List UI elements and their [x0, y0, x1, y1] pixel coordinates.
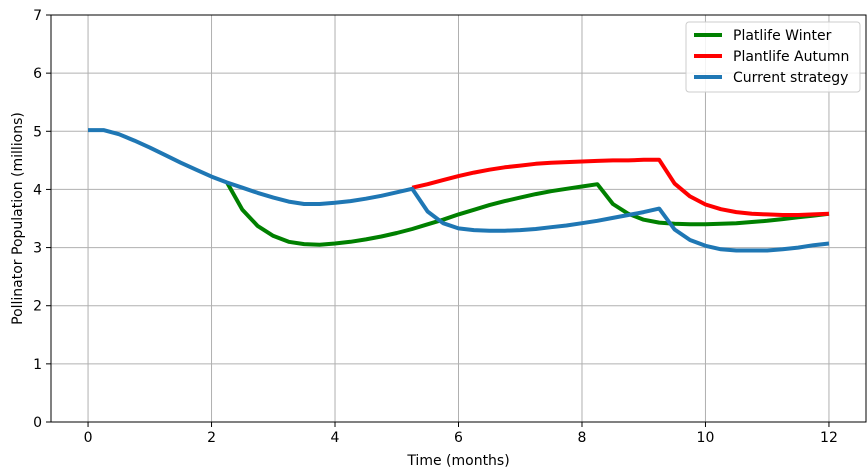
x-tick-label: 2	[207, 430, 216, 446]
y-tick-label: 4	[33, 182, 42, 198]
series-group	[88, 128, 830, 253]
x-tick-label: 0	[84, 430, 93, 446]
y-tick-label: 1	[33, 357, 42, 373]
y-tick-label: 5	[33, 124, 42, 140]
legend-box	[685, 21, 861, 93]
y-tick-label: 2	[33, 299, 42, 315]
y-tick-label: 3	[33, 241, 42, 257]
legend-label-0: Platlife Winter	[733, 28, 832, 44]
x-tick-label: 4	[331, 430, 340, 446]
legend-label-2: Current strategy	[733, 70, 848, 86]
x-tick-label: 6	[454, 430, 463, 446]
x-tick-label: 8	[578, 430, 587, 446]
y-tick-label: 7	[33, 8, 42, 24]
x-tick-label: 10	[697, 430, 715, 446]
y-tick-label: 0	[33, 415, 42, 431]
x-tick-label: 12	[820, 430, 838, 446]
y-tick-label: 6	[33, 66, 42, 82]
series-line-2	[88, 128, 830, 253]
x-axis-label: Time (months)	[406, 453, 509, 469]
y-axis-label: Pollinator Population (millions)	[10, 112, 26, 325]
legend: Platlife Winter Plantlife Autumn Current s…	[685, 21, 861, 93]
legend-label-1: Plantlife Autumn	[733, 49, 849, 65]
series-line-1	[411, 157, 830, 217]
series-line-0	[225, 181, 830, 247]
